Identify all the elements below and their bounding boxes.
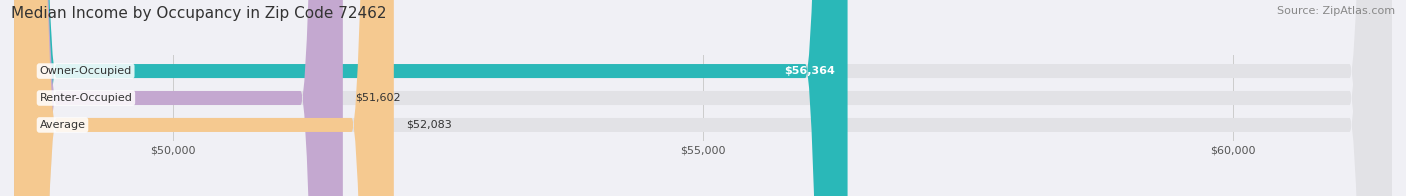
- FancyBboxPatch shape: [14, 0, 848, 196]
- Text: Renter-Occupied: Renter-Occupied: [39, 93, 132, 103]
- FancyBboxPatch shape: [14, 0, 1392, 196]
- Text: Median Income by Occupancy in Zip Code 72462: Median Income by Occupancy in Zip Code 7…: [11, 6, 387, 21]
- Text: Source: ZipAtlas.com: Source: ZipAtlas.com: [1277, 6, 1395, 16]
- Text: Owner-Occupied: Owner-Occupied: [39, 66, 132, 76]
- Text: Average: Average: [39, 120, 86, 130]
- FancyBboxPatch shape: [14, 0, 1392, 196]
- Text: $56,364: $56,364: [785, 66, 835, 76]
- Text: $51,602: $51,602: [356, 93, 401, 103]
- FancyBboxPatch shape: [14, 0, 394, 196]
- Text: $52,083: $52,083: [406, 120, 453, 130]
- FancyBboxPatch shape: [14, 0, 1392, 196]
- FancyBboxPatch shape: [14, 0, 343, 196]
